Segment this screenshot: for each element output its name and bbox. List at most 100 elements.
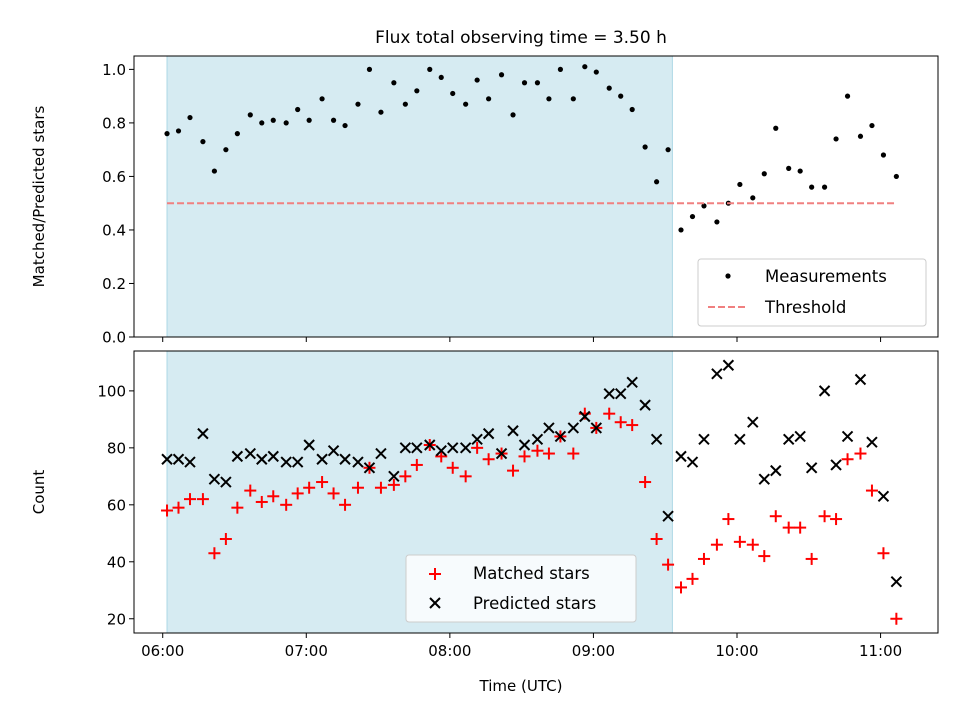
predicted-star-point [447, 442, 459, 454]
matched-star-point [303, 481, 316, 494]
predicted-star-point [256, 453, 268, 465]
y-tick-label: 0.8 [102, 114, 126, 132]
matched-star-point [531, 444, 544, 457]
measurement-point [247, 112, 253, 118]
x-tick-label: 10:00 [715, 642, 758, 660]
top-y-ticks: 0.0 0.2 0.4 0.6 0.8 1.0 [102, 61, 134, 347]
matched-star-point [603, 407, 616, 420]
measurement-point [498, 72, 505, 78]
predicted-star-point [841, 430, 854, 443]
predicted-star-point [615, 388, 627, 400]
measurement-point [187, 114, 193, 121]
matched-star-point [782, 521, 795, 534]
matched-star-point [208, 547, 221, 560]
predicted-star-point [399, 442, 412, 454]
measurement-point [366, 66, 373, 72]
predicted-star-point [770, 464, 782, 477]
predicted-star-point [339, 453, 351, 465]
matched-star-point [316, 476, 329, 489]
legend-threshold-label: Threshold [764, 298, 846, 317]
predicted-star-point [495, 447, 508, 460]
measurement-point [438, 74, 444, 81]
measurement-point [234, 131, 240, 137]
measurement-point [463, 101, 469, 107]
matched-star-point [746, 538, 759, 551]
y-tick-label: 0.0 [102, 329, 126, 347]
predicted-star-point [747, 416, 759, 428]
predicted-star-point [208, 473, 221, 485]
chart-title: Flux total observing time = 3.50 h [375, 28, 667, 48]
measurement-point [893, 173, 899, 180]
predicted-star-point [686, 456, 699, 468]
measurement-point [773, 125, 779, 131]
matched-star-point [172, 501, 185, 514]
matched-star-point [769, 510, 782, 523]
y-tick-label: 40 [107, 553, 126, 571]
measurement-point [402, 101, 408, 107]
predicted-star-point [172, 453, 185, 465]
matched-star-point [244, 484, 257, 497]
matched-star-point [327, 487, 340, 500]
matched-star-point [818, 510, 831, 523]
measurement-point [629, 106, 635, 113]
matched-star-point [161, 504, 174, 517]
matched-star-point [733, 535, 746, 548]
measurement-point [534, 80, 541, 86]
predicted-star-point [161, 453, 173, 465]
predicted-star-point [327, 444, 340, 457]
matched-star-point [650, 533, 663, 545]
top-panel-ratio: 0.0 0.2 0.4 0.6 0.8 1.0 Matched/Predicted sta… [30, 55, 939, 347]
measurement-point [510, 112, 516, 118]
predicted-star-point [698, 433, 710, 446]
top-y-axis-label: Matched/Predicted stars [30, 106, 48, 288]
predicted-star-point [459, 442, 472, 454]
y-tick-label: 0.4 [102, 221, 126, 239]
matched-star-point [697, 552, 710, 565]
matched-star-point [686, 572, 699, 585]
predicted-star-point [877, 490, 890, 502]
matched-star-point [219, 533, 232, 545]
top-observing-window-shade [166, 55, 673, 338]
measurement-point [283, 120, 289, 126]
matched-star-point [662, 558, 675, 571]
predicted-star-point [794, 430, 806, 443]
predicted-star-point [507, 425, 519, 437]
measurement-point [427, 66, 433, 72]
legend-predicted-marker [429, 597, 441, 609]
bottom-legend: Matched stars Predicted stars [405, 554, 637, 623]
predicted-star-point [830, 459, 842, 471]
predicted-star-point [471, 433, 483, 446]
measurement-point [833, 136, 839, 142]
predicted-star-point [280, 456, 292, 468]
predicted-star-point [734, 433, 746, 446]
predicted-star-point [303, 439, 315, 451]
predicted-star-point [184, 456, 196, 468]
matched-star-point [255, 495, 268, 508]
predicted-star-point [818, 385, 831, 397]
matched-star-point [841, 453, 854, 466]
measurement-point [844, 93, 851, 99]
legend-predicted-label: Predicted stars [473, 594, 596, 613]
matched-star-point [196, 493, 209, 506]
measurement-point [211, 168, 217, 174]
measurement-point [737, 181, 743, 188]
measurement-point [582, 64, 588, 70]
measurement-point [306, 117, 312, 123]
matched-star-point [890, 612, 903, 625]
measurement-point [200, 139, 206, 145]
bottom-y-axis-label: Count [30, 470, 48, 515]
top-x-ticks [162, 337, 882, 342]
y-tick-label: 20 [107, 610, 126, 628]
predicted-star-point [388, 470, 400, 483]
matched-star-point [351, 481, 364, 494]
matched-star-point [854, 447, 867, 460]
predicted-star-point [411, 442, 423, 454]
predicted-star-point [662, 510, 674, 522]
measurement-point [319, 96, 325, 102]
predicted-star-point [579, 410, 591, 423]
bottom-y-ticks: 20 40 60 80 100 [97, 382, 134, 628]
measurement-point [414, 88, 420, 94]
y-tick-label: 60 [107, 496, 126, 514]
measurement-point [450, 90, 456, 97]
top-data-marks [164, 64, 899, 233]
